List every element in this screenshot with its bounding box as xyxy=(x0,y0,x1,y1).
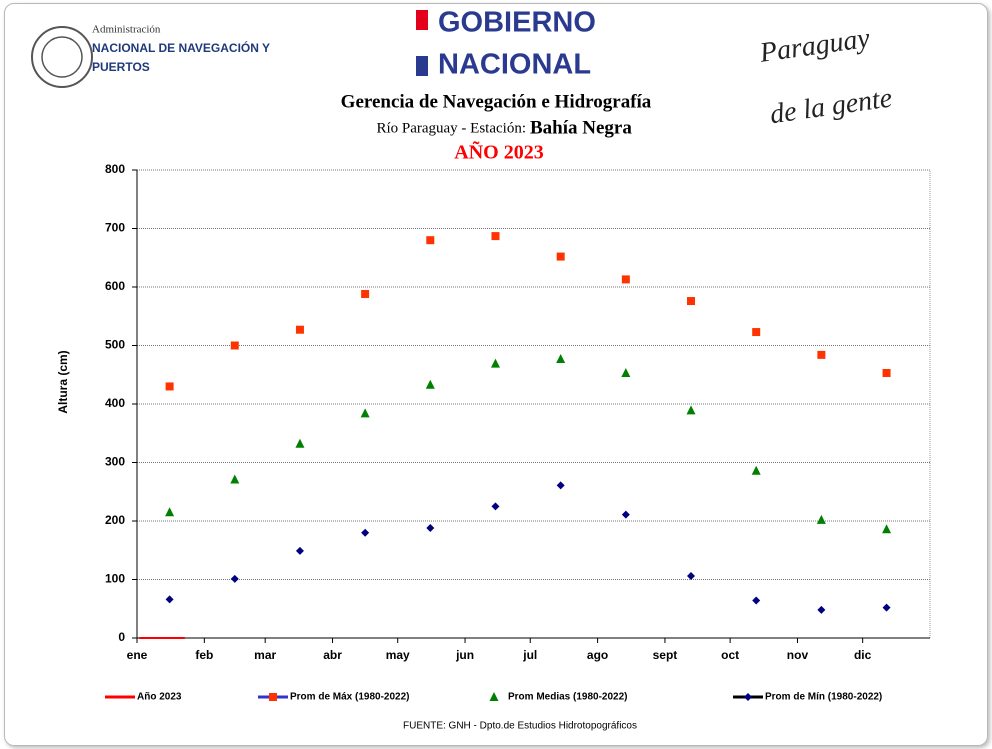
marker-diamond xyxy=(687,571,696,580)
y-tick-label: 400 xyxy=(105,396,125,410)
slogan: de la gente xyxy=(768,82,894,130)
page-frame xyxy=(4,3,988,746)
marker-triangle xyxy=(490,358,500,368)
marker-square xyxy=(817,350,826,359)
seal-inner xyxy=(41,36,83,78)
marker-diamond xyxy=(744,693,752,701)
x-tick-label: may xyxy=(386,648,410,662)
marker-triangle xyxy=(751,465,761,475)
marker-triangle xyxy=(425,379,435,389)
legend-label: Prom Medias (1980-2022) xyxy=(508,692,628,703)
marker-diamond xyxy=(817,605,826,614)
x-tick-label: dic xyxy=(854,648,872,662)
agency-text: PUERTOS xyxy=(92,60,150,74)
marker-diamond xyxy=(752,596,761,605)
chart-subtitle: Río Paraguay - Estación: xyxy=(376,120,526,136)
year-label: AÑO 2023 xyxy=(454,141,543,164)
legend-label: Prom de Mín (1980-2022) xyxy=(765,692,882,703)
marker-square xyxy=(687,297,696,306)
x-tick-label: jun xyxy=(455,648,474,662)
seal xyxy=(31,26,93,88)
marker-square xyxy=(621,275,630,284)
marker-square xyxy=(752,328,761,337)
legend-label: Año 2023 xyxy=(137,692,182,703)
marker-square xyxy=(165,382,174,391)
marker-diamond xyxy=(295,546,304,555)
marker-diamond xyxy=(556,481,565,490)
gov-text: NACIONAL xyxy=(438,49,591,81)
y-tick-label: 600 xyxy=(105,279,125,293)
x-tick-label: ago xyxy=(587,648,608,662)
marker-square xyxy=(230,341,239,350)
marker-diamond xyxy=(621,510,630,519)
marker-square xyxy=(269,693,277,701)
marker-diamond xyxy=(165,595,174,604)
slogan: Paraguay xyxy=(757,23,872,69)
marker-square xyxy=(882,368,891,377)
y-tick-label: 100 xyxy=(105,572,125,586)
marker-square xyxy=(295,325,304,334)
marker-triangle xyxy=(230,474,240,484)
marker-triangle xyxy=(882,524,892,534)
y-axis-label: Altura (cm) xyxy=(56,350,70,413)
flag-bar xyxy=(416,56,428,76)
marker-triangle xyxy=(556,353,566,363)
marker-triangle xyxy=(489,692,499,701)
marker-triangle xyxy=(816,514,826,524)
chart-title: Gerencia de Navegación e Hidrografía xyxy=(341,91,652,112)
agency-text: Administración xyxy=(92,24,161,36)
marker-triangle xyxy=(621,367,631,377)
source: FUENTE: GNH - Dpto.de Estudios Hidrotopo… xyxy=(403,721,637,732)
y-tick-label: 0 xyxy=(118,630,125,644)
marker-square xyxy=(361,290,370,299)
y-tick-label: 800 xyxy=(105,162,125,176)
marker-triangle xyxy=(360,408,370,418)
station: Bahía Negra xyxy=(530,117,632,138)
marker-triangle xyxy=(165,507,175,517)
x-tick-label: nov xyxy=(787,648,809,662)
marker-diamond xyxy=(882,603,891,612)
x-tick-label: feb xyxy=(195,648,213,662)
marker-diamond xyxy=(230,574,239,583)
marker-square xyxy=(491,232,500,241)
x-tick-label: ene xyxy=(127,648,148,662)
marker-diamond xyxy=(426,524,435,533)
flag-bar xyxy=(416,10,428,30)
x-tick-label: mar xyxy=(254,648,276,662)
gov-text: GOBIERNO xyxy=(438,7,596,39)
y-tick-label: 200 xyxy=(105,513,125,527)
marker-diamond xyxy=(491,502,500,511)
y-tick-label: 300 xyxy=(105,455,125,469)
marker-square xyxy=(556,252,565,261)
x-tick-label: sept xyxy=(653,648,678,662)
agency-text: NACIONAL DE NAVEGACIÓN Y xyxy=(92,40,270,55)
x-tick-label: jul xyxy=(522,648,537,662)
marker-triangle xyxy=(295,438,305,448)
marker-square xyxy=(426,236,435,245)
y-tick-label: 500 xyxy=(105,338,125,352)
x-tick-label: abr xyxy=(323,648,342,662)
x-tick-label: oct xyxy=(721,648,739,662)
marker-diamond xyxy=(361,528,370,537)
y-tick-label: 700 xyxy=(105,221,125,235)
legend-label: Prom de Máx (1980-2022) xyxy=(290,692,410,703)
marker-triangle xyxy=(686,405,696,415)
